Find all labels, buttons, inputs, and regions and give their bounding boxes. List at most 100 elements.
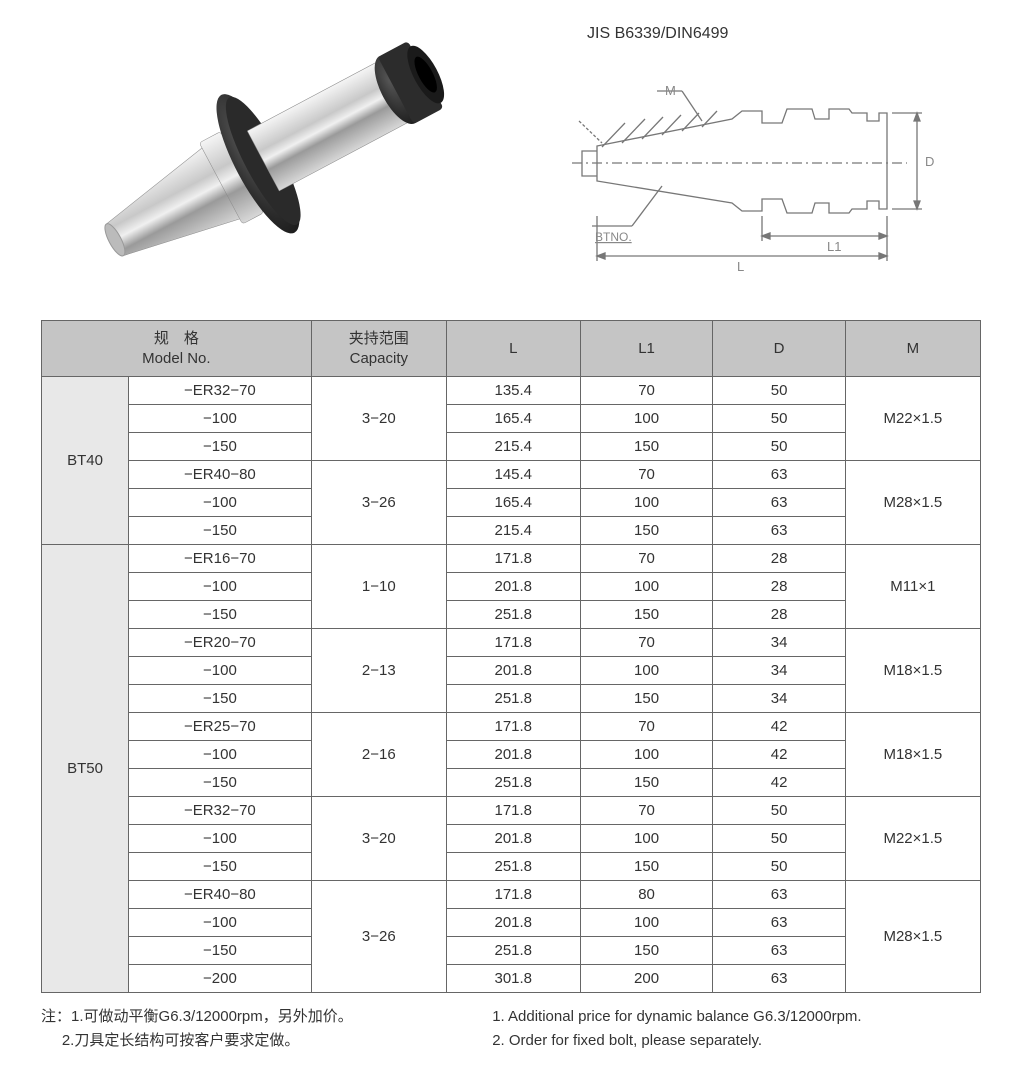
table-row: −ER25−702−16171.87042M18×1.5 bbox=[42, 713, 981, 741]
model-cell: −200 bbox=[129, 965, 312, 993]
l-cell: 201.8 bbox=[446, 825, 580, 853]
table-row: −100165.410063 bbox=[42, 489, 981, 517]
l1-cell: 70 bbox=[580, 629, 713, 657]
l1-cell: 100 bbox=[580, 825, 713, 853]
table-row: BT40−ER32−703−20135.47050M22×1.5 bbox=[42, 377, 981, 405]
l-cell: 251.8 bbox=[446, 937, 580, 965]
d-cell: 63 bbox=[713, 881, 845, 909]
d-cell: 34 bbox=[713, 629, 845, 657]
model-cell: −150 bbox=[129, 769, 312, 797]
d-cell: 50 bbox=[713, 377, 845, 405]
l1-cell: 100 bbox=[580, 909, 713, 937]
table-row: BT50−ER16−701−10171.87028M11×1 bbox=[42, 545, 981, 573]
l1-cell: 100 bbox=[580, 741, 713, 769]
l1-cell: 70 bbox=[580, 377, 713, 405]
l-cell: 135.4 bbox=[446, 377, 580, 405]
l1-cell: 100 bbox=[580, 657, 713, 685]
model-cell: −150 bbox=[129, 937, 312, 965]
dim-d-label: D bbox=[925, 154, 934, 169]
l1-cell: 100 bbox=[580, 405, 713, 433]
l-cell: 201.8 bbox=[446, 741, 580, 769]
th-capacity: 夹持范围 Capacity bbox=[311, 321, 446, 377]
d-cell: 63 bbox=[713, 461, 845, 489]
table-row: −ER32−703−20171.87050M22×1.5 bbox=[42, 797, 981, 825]
l1-cell: 150 bbox=[580, 685, 713, 713]
model-cell: −ER40−80 bbox=[129, 881, 312, 909]
table-row: −150251.815042 bbox=[42, 769, 981, 797]
model-cell: −100 bbox=[129, 489, 312, 517]
type-cell: BT50 bbox=[42, 545, 129, 993]
l-cell: 215.4 bbox=[446, 517, 580, 545]
l-cell: 251.8 bbox=[446, 853, 580, 881]
dim-m-label: M bbox=[665, 83, 676, 98]
model-cell: −ER25−70 bbox=[129, 713, 312, 741]
capacity-cell: 3−26 bbox=[311, 461, 446, 545]
l-cell: 251.8 bbox=[446, 601, 580, 629]
d-cell: 34 bbox=[713, 657, 845, 685]
table-row: −ER40−803−26145.47063M28×1.5 bbox=[42, 461, 981, 489]
m-cell: M18×1.5 bbox=[845, 713, 980, 797]
diagram-standard: JIS B6339/DIN6499 bbox=[567, 25, 967, 43]
l1-cell: 70 bbox=[580, 713, 713, 741]
table-row: −ER20−702−13171.87034M18×1.5 bbox=[42, 629, 981, 657]
d-cell: 42 bbox=[713, 741, 845, 769]
table-row: −100 201.810042 bbox=[42, 741, 981, 769]
l-cell: 301.8 bbox=[446, 965, 580, 993]
l-cell: 201.8 bbox=[446, 909, 580, 937]
table-row: −100201.810028 bbox=[42, 573, 981, 601]
d-cell: 34 bbox=[713, 685, 845, 713]
model-cell: −100 bbox=[129, 909, 312, 937]
l-cell: 215.4 bbox=[446, 433, 580, 461]
model-cell: −150 bbox=[129, 601, 312, 629]
m-cell: M28×1.5 bbox=[845, 461, 980, 545]
top-section: JIS B6339/DIN6499 bbox=[15, 15, 1007, 310]
d-cell: 28 bbox=[713, 545, 845, 573]
capacity-cell: 2−13 bbox=[311, 629, 446, 713]
note-cn1: 1.可做动平衡G6.3/12000rpm，另外加价。 bbox=[71, 1008, 353, 1025]
l1-cell: 80 bbox=[580, 881, 713, 909]
l1-cell: 100 bbox=[580, 573, 713, 601]
model-cell: −100 bbox=[129, 405, 312, 433]
l1-cell: 150 bbox=[580, 517, 713, 545]
m-cell: M22×1.5 bbox=[845, 797, 980, 881]
d-cell: 42 bbox=[713, 713, 845, 741]
product-photo bbox=[55, 25, 475, 290]
l-cell: 171.8 bbox=[446, 797, 580, 825]
dim-l1-label: L1 bbox=[827, 239, 841, 254]
table-row: −150215.415063 bbox=[42, 517, 981, 545]
table-row: −100165.410050 bbox=[42, 405, 981, 433]
l-cell: 145.4 bbox=[446, 461, 580, 489]
table-row: −150215.415050 bbox=[42, 433, 981, 461]
capacity-cell: 3−20 bbox=[311, 377, 446, 461]
table-row: −150251.815063 bbox=[42, 937, 981, 965]
d-cell: 63 bbox=[713, 489, 845, 517]
d-cell: 50 bbox=[713, 405, 845, 433]
l-cell: 251.8 bbox=[446, 685, 580, 713]
table-row: −150251.815050 bbox=[42, 853, 981, 881]
l1-cell: 70 bbox=[580, 545, 713, 573]
table-row: −ER40−803−26171.88063M28×1.5 bbox=[42, 881, 981, 909]
model-cell: −150 bbox=[129, 853, 312, 881]
model-cell: −100 bbox=[129, 741, 312, 769]
note-en2: 2. Order for fixed bolt, please separate… bbox=[492, 1032, 762, 1049]
capacity-cell: 1−10 bbox=[311, 545, 446, 629]
capacity-cell: 3−26 bbox=[311, 881, 446, 993]
spec-table: 规 格 Model No. 夹持范围 Capacity L L1 D M BT4… bbox=[41, 320, 981, 993]
l1-cell: 150 bbox=[580, 433, 713, 461]
l-cell: 171.8 bbox=[446, 545, 580, 573]
d-cell: 63 bbox=[713, 909, 845, 937]
model-cell: −150 bbox=[129, 433, 312, 461]
th-L1: L1 bbox=[580, 321, 713, 377]
note-cn2: 2.刀具定长结构可按客户要求定做。 bbox=[62, 1032, 300, 1049]
table-row: −100201.810050 bbox=[42, 825, 981, 853]
l-cell: 201.8 bbox=[446, 573, 580, 601]
l1-cell: 200 bbox=[580, 965, 713, 993]
type-cell: BT40 bbox=[42, 377, 129, 545]
th-L: L bbox=[446, 321, 580, 377]
model-cell: −100 bbox=[129, 825, 312, 853]
m-cell: M28×1.5 bbox=[845, 881, 980, 993]
model-cell: −ER32−70 bbox=[129, 377, 312, 405]
notes-prefix: 注： bbox=[41, 1008, 71, 1025]
note-en1: 1. Additional price for dynamic balance … bbox=[492, 1008, 861, 1025]
l1-cell: 150 bbox=[580, 853, 713, 881]
